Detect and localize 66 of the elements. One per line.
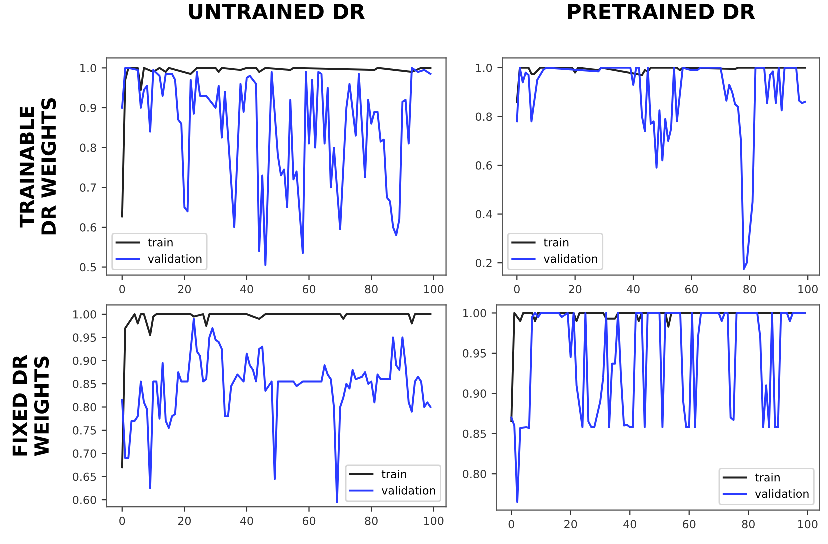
y-tick-label: 1.00 <box>74 310 96 319</box>
x-tick-label: 20 <box>178 285 192 294</box>
y-tick-label: 0.85 <box>463 430 486 438</box>
x-tick-label: 40 <box>240 516 254 526</box>
legend-label: validation <box>382 486 436 495</box>
x-tick-label: 40 <box>624 520 636 529</box>
chart-title: PRETRAINED DR <box>568 4 756 20</box>
y-tick-label: 0.90 <box>73 356 96 366</box>
y-tick-label: 0.85 <box>73 380 96 388</box>
line-series <box>121 313 432 469</box>
x-tick-label: 0 <box>120 516 126 526</box>
x-tick-label: 60 <box>302 285 316 294</box>
y-tick-label: 0.8 <box>80 144 96 152</box>
y-tick-label: 0.4 <box>476 210 492 219</box>
y-tick-label: 1.0 <box>80 64 96 73</box>
y-tick-label: 0.7 <box>80 184 96 192</box>
y-tick-label: 0.70 <box>73 450 96 458</box>
x-tick-label: 100 <box>798 520 818 529</box>
y-tick-label: 0.80 <box>463 470 486 478</box>
legend-label: train <box>382 470 407 479</box>
y-tick-label: 0.5 <box>80 263 96 272</box>
line-series <box>516 66 806 270</box>
x-tick-label: 80 <box>365 285 378 294</box>
y-axis-title: FIXED DR WEIGHTS <box>12 355 50 456</box>
x-tick-label: 20 <box>178 516 192 526</box>
y-tick-label: 0.6 <box>476 161 492 170</box>
y-tick-label: 1.00 <box>464 309 486 318</box>
x-tick-label: 20 <box>564 520 578 529</box>
y-tick-label: 0.95 <box>73 334 96 342</box>
y-tick-label: 0.95 <box>463 349 486 358</box>
x-tick-label: 80 <box>744 285 756 294</box>
x-tick-label: 100 <box>798 285 818 294</box>
x-tick-label: 0 <box>514 285 520 294</box>
y-tick-label: 0.90 <box>463 390 486 398</box>
line-series <box>121 67 432 218</box>
y-tick-label: 0.2 <box>476 259 492 268</box>
line-series <box>516 66 806 104</box>
y-tick-label: 0.80 <box>73 403 96 412</box>
legend-label: train <box>148 238 173 247</box>
y-tick-label: 0.8 <box>476 112 492 122</box>
legend-label: validation <box>755 490 809 498</box>
chart-title: UNTRAINED DR <box>189 4 366 20</box>
x-tick-label: 40 <box>626 285 640 294</box>
legend-label: train <box>755 473 780 482</box>
y-axis-title: TRAINABLE DR WEIGHTS <box>20 98 56 235</box>
y-tick-label: 0.65 <box>73 472 96 482</box>
legend-label: validation <box>544 254 598 264</box>
x-tick-label: 20 <box>569 285 582 294</box>
x-tick-label: 60 <box>302 516 316 526</box>
x-tick-label: 0 <box>120 285 126 294</box>
y-tick-label: 0.60 <box>73 496 96 504</box>
y-tick-label: 1.0 <box>476 64 492 72</box>
legend-label: validation <box>148 254 202 264</box>
legend-label: train <box>544 238 569 247</box>
line-series <box>121 67 432 266</box>
x-tick-label: 60 <box>685 285 698 294</box>
x-tick-label: 80 <box>742 520 755 529</box>
x-tick-label: 100 <box>424 285 444 294</box>
x-tick-label: 60 <box>683 520 696 529</box>
x-tick-label: 0 <box>508 520 514 529</box>
x-tick-label: 100 <box>424 516 444 526</box>
x-tick-label: 40 <box>240 285 254 294</box>
y-tick-label: 0.6 <box>80 223 96 232</box>
y-tick-label: 0.9 <box>80 104 96 112</box>
x-tick-label: 80 <box>365 516 378 526</box>
y-tick-label: 0.75 <box>73 426 96 435</box>
